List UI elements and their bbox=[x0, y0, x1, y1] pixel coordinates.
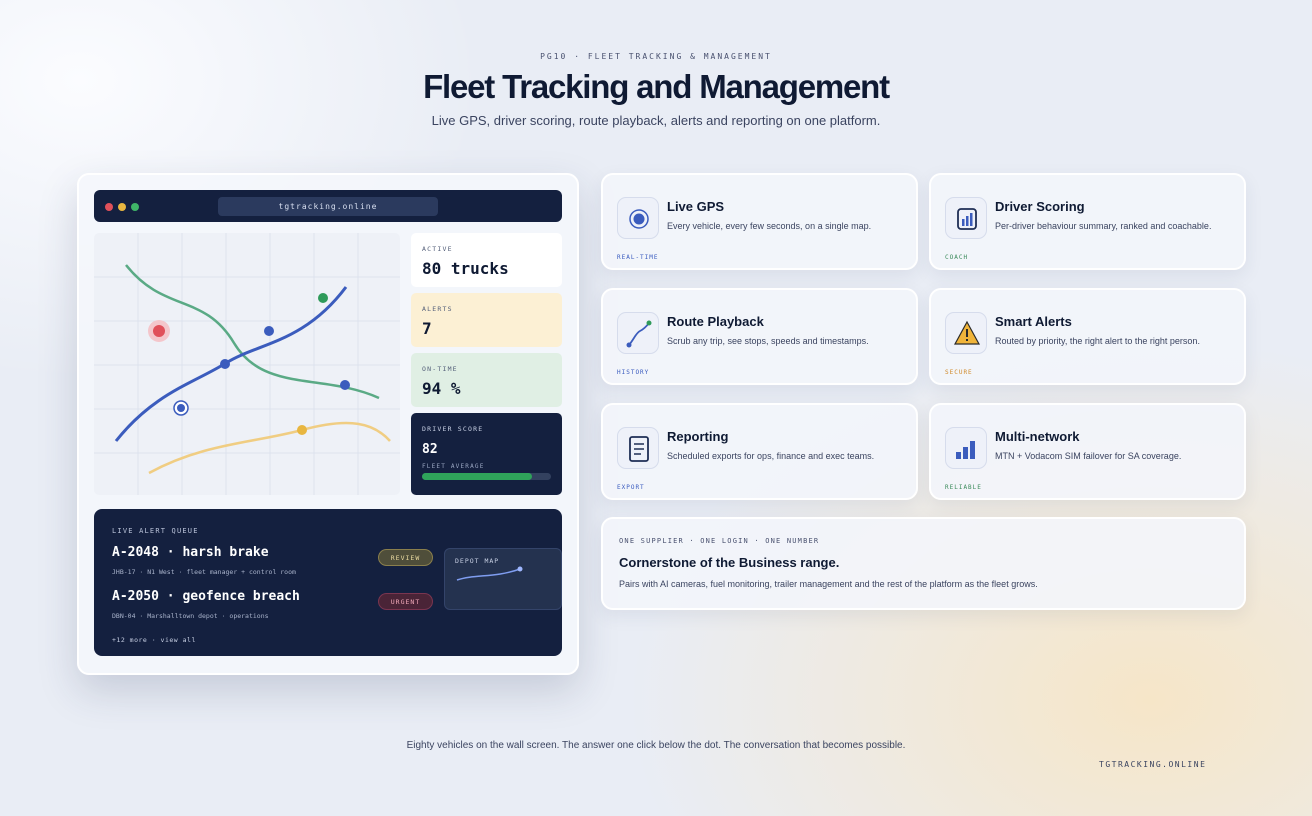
icon-graphic bbox=[953, 320, 981, 345]
feature-card: Smart Alerts Routed by priority, the righ… bbox=[929, 288, 1246, 385]
feature-tag: REAL-TIME bbox=[617, 254, 659, 261]
queue-title: LIVE ALERT QUEUE bbox=[112, 527, 199, 535]
stat-value: 82 bbox=[422, 442, 438, 457]
url-bar[interactable]: tgtracking.online bbox=[218, 197, 438, 216]
feature-icon bbox=[617, 312, 659, 354]
progress-track bbox=[422, 473, 551, 480]
alert-detail: DBN-04 · Marshalltown depot · operations bbox=[112, 612, 269, 620]
alert-title[interactable]: A-2050 · geofence breach bbox=[112, 589, 300, 604]
feature-icon bbox=[945, 427, 987, 469]
feature-tag: SECURE bbox=[945, 369, 973, 376]
stat-value: 7 bbox=[422, 319, 432, 338]
feature-icon bbox=[945, 312, 987, 354]
feature-tag: EXPORT bbox=[617, 484, 645, 491]
vehicle[interactable] bbox=[297, 425, 307, 435]
route bbox=[148, 421, 391, 475]
route bbox=[125, 264, 380, 400]
stat-card: ON-TIME 94 % bbox=[411, 353, 562, 407]
icon-graphic bbox=[629, 436, 649, 462]
feature-title: Driver Scoring bbox=[995, 199, 1085, 214]
vehicle-alert[interactable] bbox=[153, 325, 165, 337]
map-grid bbox=[94, 233, 400, 495]
feature-card: Driver Scoring Per-driver behaviour summa… bbox=[929, 173, 1246, 270]
stat-value: 94 % bbox=[422, 379, 461, 398]
feature-card: Multi-network MTN + Vodacom SIM failover … bbox=[929, 403, 1246, 500]
eyebrow: PG10 · FLEET TRACKING & MANAGEMENT bbox=[540, 52, 772, 61]
stat-label: ALERTS bbox=[422, 305, 453, 313]
window-dot bbox=[131, 203, 139, 211]
stat-value: 80 trucks bbox=[422, 259, 509, 278]
feature-description: Routed by priority, the right alert to t… bbox=[995, 336, 1200, 346]
stat-card: ACTIVE 80 trucks bbox=[411, 233, 562, 287]
vehicle[interactable] bbox=[220, 359, 230, 369]
highlight-eyebrow: ONE SUPPLIER · ONE LOGIN · ONE NUMBER bbox=[619, 537, 820, 545]
stat-label: ACTIVE bbox=[422, 245, 453, 253]
icon-graphic bbox=[629, 209, 649, 229]
icon-graphic bbox=[957, 208, 977, 230]
feature-title: Multi-network bbox=[995, 429, 1080, 444]
footer-caption: Eighty vehicles on the wall screen. The … bbox=[406, 740, 906, 751]
feature-title: Route Playback bbox=[667, 314, 764, 329]
feature-description: Every vehicle, every few seconds, on a s… bbox=[667, 221, 872, 231]
feature-title: Reporting bbox=[667, 429, 729, 444]
depot-route bbox=[456, 566, 523, 581]
feature-description: Scheduled exports for ops, finance and e… bbox=[667, 451, 875, 461]
view-all[interactable]: +12 more · view all bbox=[112, 636, 196, 644]
footer-domain[interactable]: TGTRACKING.ONLINE bbox=[1099, 760, 1207, 769]
alert-badge[interactable]: URGENT bbox=[378, 593, 433, 610]
alert-detail: JHB-17 · N1 West · fleet manager + contr… bbox=[112, 568, 296, 576]
feature-description: Scrub any trip, see stops, speeds and ti… bbox=[667, 336, 869, 346]
window-dot bbox=[105, 203, 113, 211]
feature-card: Reporting Scheduled exports for ops, fina… bbox=[601, 403, 918, 500]
icon-graphic bbox=[626, 320, 652, 348]
feature-description: Per-driver behaviour summary, ranked and… bbox=[995, 221, 1212, 231]
stat-label: ON-TIME bbox=[422, 365, 458, 373]
window-dot bbox=[118, 203, 126, 211]
vehicle[interactable] bbox=[340, 380, 350, 390]
highlight-title: Cornerstone of the Business range. bbox=[619, 555, 840, 570]
feature-tag: RELIABLE bbox=[945, 484, 982, 491]
highlight-description: Pairs with AI cameras, fuel monitoring, … bbox=[619, 579, 1038, 589]
vehicle-selected[interactable] bbox=[177, 404, 185, 412]
map bbox=[94, 233, 400, 495]
vehicle[interactable] bbox=[264, 326, 274, 336]
icon-graphic bbox=[956, 441, 975, 459]
feature-description: MTN + Vodacom SIM failover for SA covera… bbox=[995, 451, 1182, 461]
subtitle: Live GPS, driver scoring, route playback… bbox=[431, 113, 881, 128]
map-bg bbox=[94, 233, 400, 495]
feature-tag: HISTORY bbox=[617, 369, 650, 376]
stat-card: DRIVER SCORE 82 FLEET AVERAGE bbox=[411, 413, 562, 495]
feature-card: Live GPS Every vehicle, every few seconds… bbox=[601, 173, 918, 270]
feature-icon bbox=[617, 427, 659, 469]
page-title: Fleet Tracking and Management bbox=[423, 68, 890, 105]
feature-title: Live GPS bbox=[667, 199, 725, 214]
feature-title: Smart Alerts bbox=[995, 314, 1072, 329]
feature-tag: COACH bbox=[945, 254, 969, 261]
vehicle[interactable] bbox=[318, 293, 328, 303]
alert-title[interactable]: A-2048 · harsh brake bbox=[112, 545, 269, 560]
depot-map-label: DEPOT MAP bbox=[455, 557, 500, 565]
feature-icon bbox=[617, 197, 659, 239]
stat-note: FLEET AVERAGE bbox=[422, 463, 485, 470]
highlight-card bbox=[601, 517, 1246, 610]
alert-badge[interactable]: REVIEW bbox=[378, 549, 433, 566]
progress-fill bbox=[422, 473, 532, 480]
stat-label: DRIVER SCORE bbox=[422, 425, 484, 433]
feature-card: Route Playback Scrub any trip, see stops,… bbox=[601, 288, 918, 385]
feature-icon bbox=[945, 197, 987, 239]
stat-card: ALERTS 7 bbox=[411, 293, 562, 347]
